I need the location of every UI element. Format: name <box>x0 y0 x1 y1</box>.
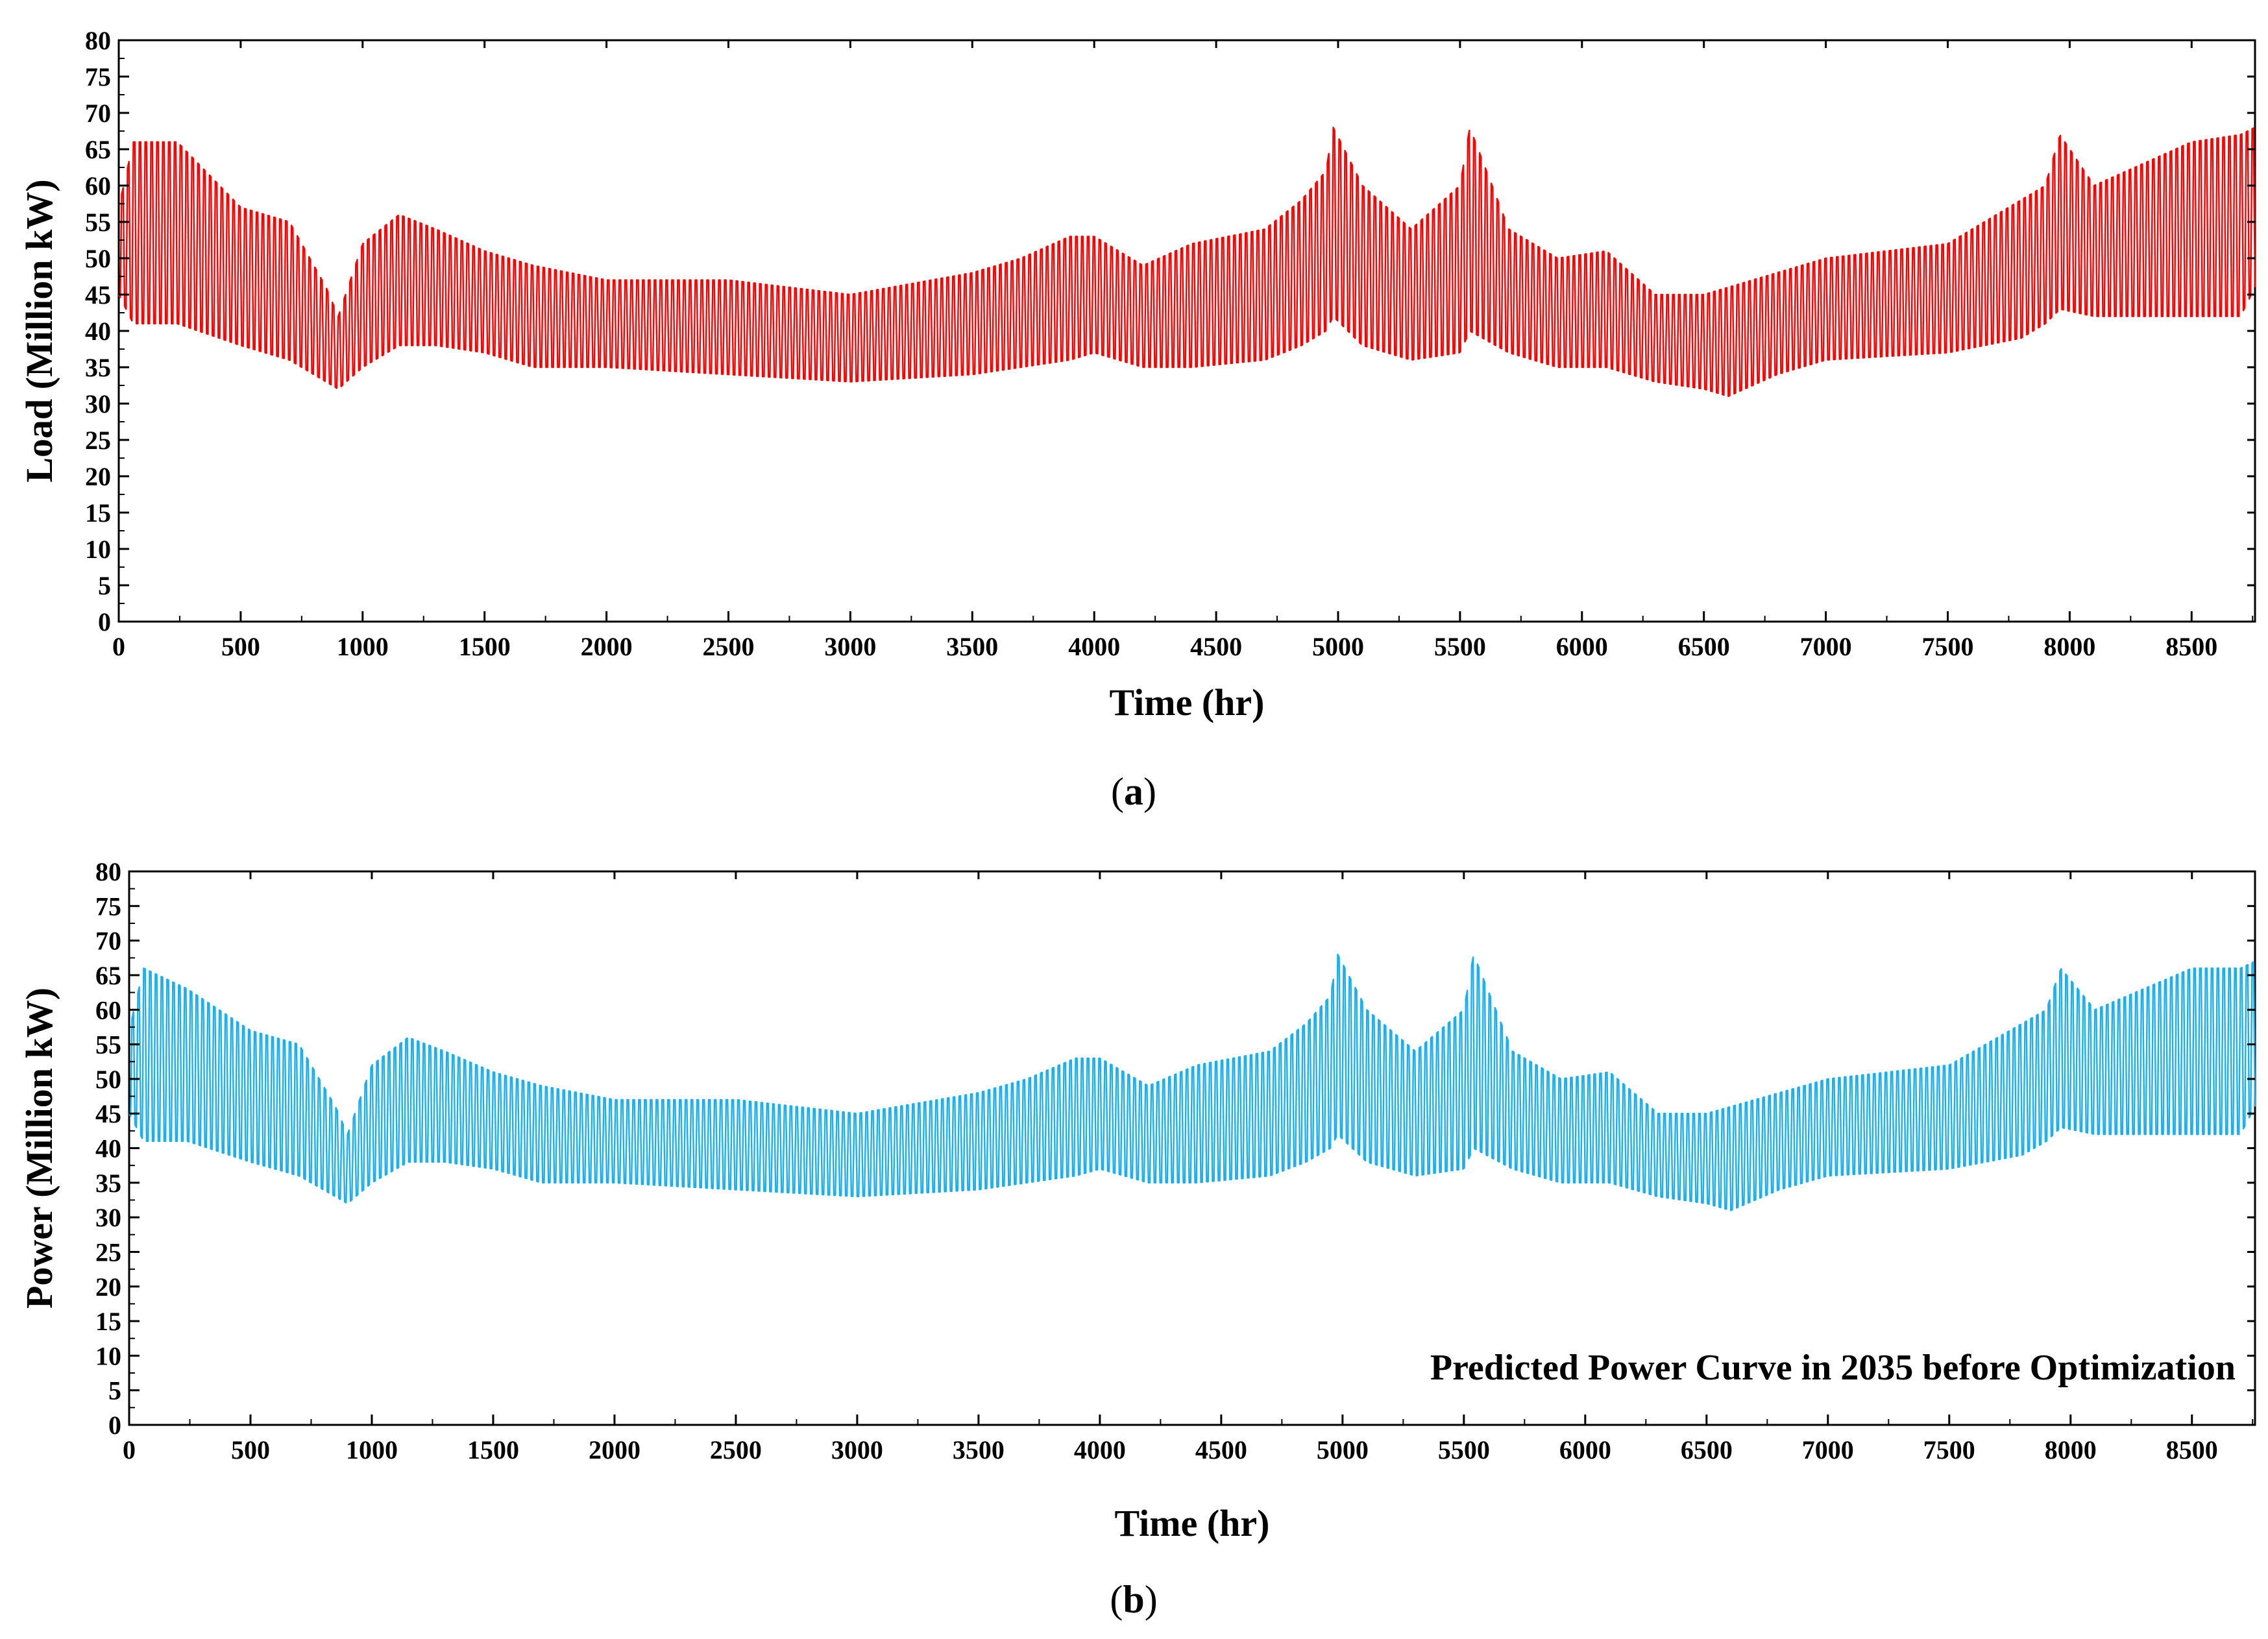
y-tick-label: 80 <box>95 857 121 886</box>
x-tick-label: 8500 <box>2165 632 2217 661</box>
y-axis-title: Power (Million kW) <box>18 988 60 1309</box>
chart-panel-b: 0 5 10 15 20 25 30 35 40 45 50 55 60 65 70 75 80 0 500 1000… <box>18 857 2256 1621</box>
x-tick-label: 5000 <box>1317 1435 1369 1464</box>
x-tick-label: 1000 <box>337 632 389 661</box>
x-tick-label: 4500 <box>1195 1435 1247 1464</box>
x-tick-label: 5000 <box>1312 632 1364 661</box>
x-tick-label: 6000 <box>1559 1435 1611 1464</box>
x-tick-label: 5500 <box>1434 632 1486 661</box>
x-tick-label: 6500 <box>1678 632 1730 661</box>
x-tick-label: 7000 <box>1802 1435 1854 1464</box>
x-tick-label: 5500 <box>1438 1435 1490 1464</box>
y-tick-label: 35 <box>95 1169 121 1198</box>
x-tick-label: 8000 <box>2043 632 2095 661</box>
y-tick-label: 15 <box>95 1307 121 1336</box>
x-tick-label: 6500 <box>1681 1435 1733 1464</box>
x-tick-label: 1000 <box>346 1435 398 1464</box>
x-tick-label: 3000 <box>831 1435 883 1464</box>
chart-annotation: Predicted Power Curve in 2035 before Opt… <box>1430 1348 2236 1388</box>
y-tick-label: 5 <box>98 571 111 600</box>
y-tick-label: 10 <box>95 1341 121 1370</box>
y-tick-label: 60 <box>95 995 121 1025</box>
y-tick-label: 60 <box>85 171 111 200</box>
x-tick-label: 8000 <box>2045 1435 2097 1464</box>
panel-label-letter: a <box>1124 770 1143 813</box>
x-tick-label: 1500 <box>467 1435 519 1464</box>
y-tick-label: 70 <box>85 99 111 128</box>
x-tick-label: 4000 <box>1068 632 1120 661</box>
panel-label-close: ) <box>1145 1578 1158 1621</box>
y-tick-label: 45 <box>85 280 111 310</box>
y-tick-label: 25 <box>95 1237 121 1267</box>
y-tick-label: 0 <box>108 1411 121 1440</box>
x-tick-label: 3500 <box>953 1435 1005 1464</box>
x-tick-label: 7500 <box>1921 632 1973 661</box>
series-line-predicted-power <box>128 953 2256 1211</box>
x-tick-label: 2500 <box>702 632 754 661</box>
y-axis-title: Load (Million kW) <box>18 179 60 482</box>
x-tick-label: 7500 <box>1923 1435 1975 1464</box>
x-tick-label: 2000 <box>581 632 633 661</box>
x-tick-label: 1500 <box>459 632 511 661</box>
panel-label-open: ( <box>1111 770 1124 813</box>
panel-label-close: ) <box>1143 770 1156 813</box>
x-tick-label: 500 <box>231 1435 270 1464</box>
y-tick-label: 40 <box>95 1134 121 1163</box>
x-tick-label: 0 <box>112 632 125 661</box>
y-tick-label: 75 <box>85 62 111 91</box>
x-tick-label: 0 <box>123 1435 136 1464</box>
x-tick-label: 6000 <box>1556 632 1608 661</box>
y-tick-label: 15 <box>85 498 111 528</box>
y-tick-label: 55 <box>85 208 111 237</box>
y-tick-label: 50 <box>95 1065 121 1094</box>
series-line-load <box>117 127 2256 397</box>
y-tick-label: 10 <box>85 535 111 564</box>
y-tick-label: 55 <box>95 1030 121 1060</box>
y-tick-label: 80 <box>85 26 111 55</box>
y-tick-label: 5 <box>108 1376 121 1405</box>
y-tick-label: 20 <box>85 462 111 491</box>
x-tick-label: 2000 <box>589 1435 640 1464</box>
x-tick-label: 4000 <box>1074 1435 1126 1464</box>
x-tick-label: 8500 <box>2166 1435 2218 1464</box>
x-tick-label: 500 <box>221 632 260 661</box>
panel-label-letter: b <box>1123 1578 1144 1621</box>
x-tick-label: 2500 <box>710 1435 762 1464</box>
y-tick-label: 70 <box>95 927 121 956</box>
y-tick-label: 30 <box>85 389 111 419</box>
chart-panel-a: 0 5 10 15 20 25 30 35 40 45 50 55 60 65 70 75 80 0 500 1000… <box>18 26 2256 813</box>
x-tick-label: 7000 <box>1800 632 1852 661</box>
y-tick-label: 35 <box>85 353 111 382</box>
panel-label: (b) <box>1110 1578 1157 1621</box>
y-tick-label: 20 <box>95 1272 121 1302</box>
x-tick-label: 3000 <box>824 632 876 661</box>
y-tick-label: 65 <box>95 961 121 990</box>
y-tick-label: 30 <box>95 1203 121 1232</box>
y-tick-label: 0 <box>98 607 111 637</box>
x-axis-title: Time (hr) <box>1110 681 1265 723</box>
y-tick-label: 65 <box>85 135 111 164</box>
panel-label-open: ( <box>1110 1578 1123 1621</box>
x-tick-label: 3500 <box>946 632 998 661</box>
x-axis-title: Time (hr) <box>1115 1502 1270 1544</box>
y-tick-label: 45 <box>95 1099 121 1128</box>
y-tick-label: 40 <box>85 317 111 346</box>
y-tick-label: 75 <box>95 892 121 921</box>
x-tick-label: 4500 <box>1190 632 1242 661</box>
panel-label: (a) <box>1111 770 1156 813</box>
y-tick-label: 25 <box>85 426 111 455</box>
y-tick-label: 50 <box>85 244 111 273</box>
